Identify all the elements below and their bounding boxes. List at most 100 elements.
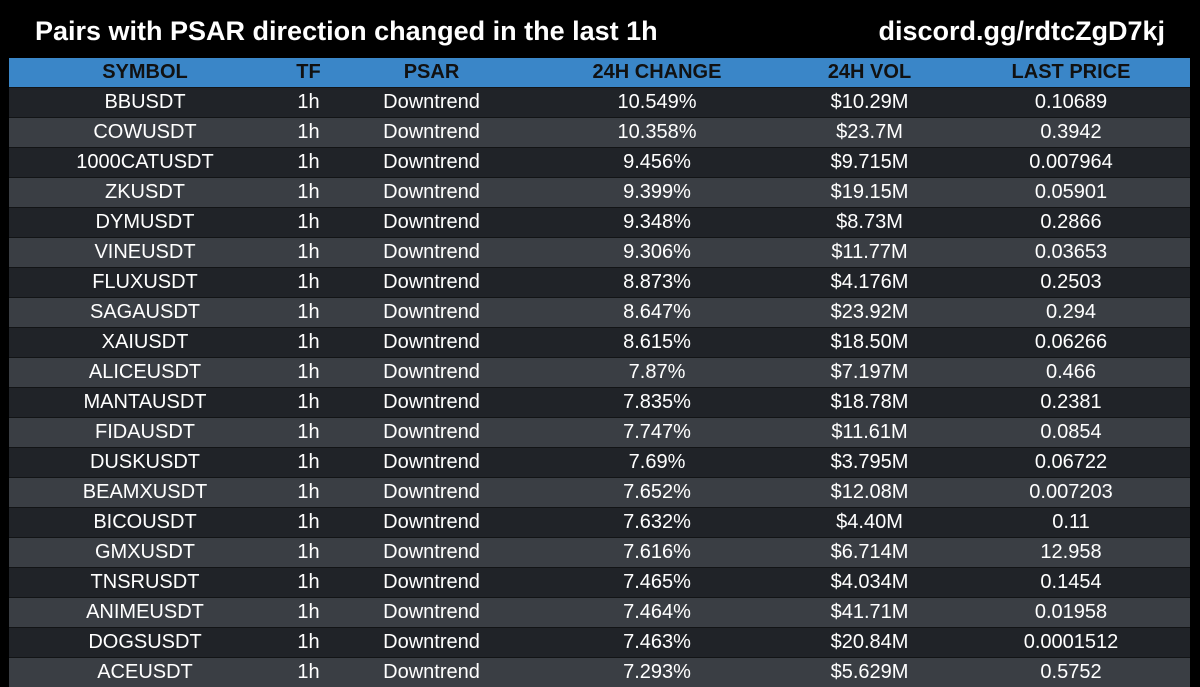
symbol-cell: BICOUSDT [9, 508, 281, 538]
tf-cell: 1h [281, 238, 336, 268]
change-cell: 7.632% [527, 508, 787, 538]
tf-cell: 1h [281, 508, 336, 538]
tf-cell: 1h [281, 538, 336, 568]
change-cell: 7.87% [527, 358, 787, 388]
tf-cell: 1h [281, 358, 336, 388]
psar-cell: Downtrend [336, 658, 527, 687]
column-header-symbol[interactable]: SYMBOL [9, 58, 281, 88]
pairs-table: SYMBOL TF PSAR 24H CHANGE 24H VOL LAST P… [9, 58, 1190, 687]
symbol-cell: ANIMEUSDT [9, 598, 281, 628]
volume-cell: $11.61M [787, 418, 952, 448]
tf-cell: 1h [281, 448, 336, 478]
tf-cell: 1h [281, 658, 336, 687]
volume-cell: $23.7M [787, 118, 952, 148]
volume-cell: $4.034M [787, 568, 952, 598]
column-header-psar[interactable]: PSAR [336, 58, 527, 88]
price-cell: 0.05901 [952, 178, 1190, 208]
price-cell: 0.5752 [952, 658, 1190, 687]
symbol-cell: BEAMXUSDT [9, 478, 281, 508]
symbol-cell: DYMUSDT [9, 208, 281, 238]
change-cell: 8.873% [527, 268, 787, 298]
price-cell: 0.2503 [952, 268, 1190, 298]
volume-cell: $19.15M [787, 178, 952, 208]
tf-cell: 1h [281, 598, 336, 628]
symbol-cell: DUSKUSDT [9, 448, 281, 478]
price-cell: 0.0001512 [952, 628, 1190, 658]
price-cell: 0.466 [952, 358, 1190, 388]
psar-cell: Downtrend [336, 208, 527, 238]
tf-cell: 1h [281, 418, 336, 448]
table-header: SYMBOL TF PSAR 24H CHANGE 24H VOL LAST P… [9, 58, 1190, 88]
discord-link[interactable]: discord.gg/rdtcZgD7kj [878, 13, 1165, 49]
psar-cell: Downtrend [336, 118, 527, 148]
symbol-cell: MANTAUSDT [9, 388, 281, 418]
price-cell: 0.2381 [952, 388, 1190, 418]
symbol-cell: SAGAUSDT [9, 298, 281, 328]
psar-cell: Downtrend [336, 598, 527, 628]
psar-cell: Downtrend [336, 238, 527, 268]
psar-cell: Downtrend [336, 178, 527, 208]
volume-cell: $20.84M [787, 628, 952, 658]
change-cell: 7.69% [527, 448, 787, 478]
change-cell: 7.835% [527, 388, 787, 418]
symbol-cell: BBUSDT [9, 88, 281, 118]
symbol-cell: GMXUSDT [9, 538, 281, 568]
symbol-cell: COWUSDT [9, 118, 281, 148]
change-cell: 10.549% [527, 88, 787, 118]
change-cell: 7.293% [527, 658, 787, 687]
symbol-cell: ACEUSDT [9, 658, 281, 687]
volume-cell: $18.78M [787, 388, 952, 418]
symbol-cell: FIDAUSDT [9, 418, 281, 448]
psar-cell: Downtrend [336, 478, 527, 508]
tf-cell: 1h [281, 88, 336, 118]
column-header-24h-change[interactable]: 24H CHANGE [527, 58, 787, 88]
psar-cell: Downtrend [336, 628, 527, 658]
psar-cell: Downtrend [336, 508, 527, 538]
column-header-24h-vol[interactable]: 24H VOL [787, 58, 952, 88]
volume-cell: $4.40M [787, 508, 952, 538]
tf-cell: 1h [281, 388, 336, 418]
price-cell: 0.007203 [952, 478, 1190, 508]
psar-cell: Downtrend [336, 418, 527, 448]
tf-cell: 1h [281, 328, 336, 358]
change-cell: 9.306% [527, 238, 787, 268]
column-header-tf[interactable]: TF [281, 58, 336, 88]
column-header-last-price[interactable]: LAST PRICE [952, 58, 1190, 88]
change-cell: 10.358% [527, 118, 787, 148]
price-cell: 0.11 [952, 508, 1190, 538]
price-cell: 0.1454 [952, 568, 1190, 598]
volume-cell: $5.629M [787, 658, 952, 687]
volume-cell: $7.197M [787, 358, 952, 388]
table-header-row: SYMBOL TF PSAR 24H CHANGE 24H VOL LAST P… [9, 58, 1190, 88]
psar-cell: Downtrend [336, 148, 527, 178]
change-cell: 7.463% [527, 628, 787, 658]
symbol-cell: 1000CATUSDT [9, 148, 281, 178]
symbol-cell: FLUXUSDT [9, 268, 281, 298]
tf-cell: 1h [281, 298, 336, 328]
volume-cell: $41.71M [787, 598, 952, 628]
symbol-cell: VINEUSDT [9, 238, 281, 268]
price-cell: 0.007964 [952, 148, 1190, 178]
volume-cell: $3.795M [787, 448, 952, 478]
tf-cell: 1h [281, 268, 336, 298]
